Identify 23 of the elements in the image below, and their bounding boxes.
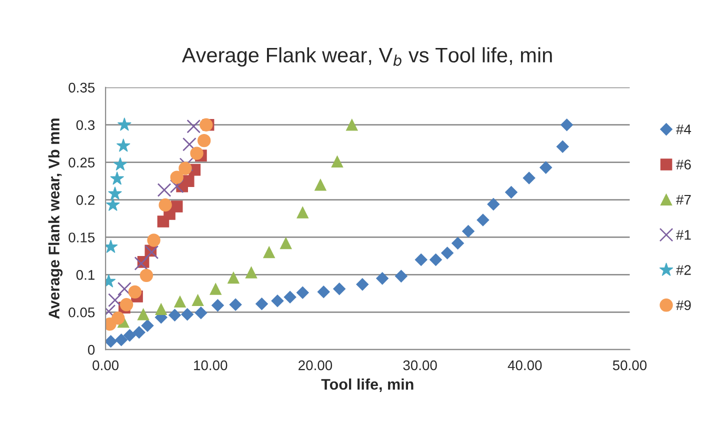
x-tick-label: 10.00 <box>194 360 228 370</box>
chart-title: Average Flank wear, V$_{b}$ vs Tool life, min <box>182 47 552 67</box>
x-axis-title: Tool life, min <box>321 378 414 392</box>
x-tick-label: 40.00 <box>508 360 542 370</box>
legend-label: #4 <box>676 124 692 134</box>
x-tick-label: 20.00 <box>298 360 332 370</box>
legend-label: #2 <box>676 265 691 275</box>
y-tick-label: 0.1 <box>76 270 94 280</box>
legend-label: #9 <box>676 300 691 310</box>
legend-label: #7 <box>676 194 691 205</box>
y-tick-label: 0.25 <box>68 158 95 168</box>
y-tick-label: 0.35 <box>68 82 95 93</box>
y-tick-label: 0.05 <box>68 307 95 318</box>
x-tick-label: 0.00 <box>92 360 119 370</box>
y-tick-label: 0.3 <box>76 120 95 130</box>
legend-label: #6 <box>676 160 691 170</box>
y-tick-label: 0.15 <box>68 232 95 242</box>
y-tick-label: 0 <box>88 344 95 355</box>
y-axis-title: Average Flank wear, Vb mm <box>48 118 63 319</box>
x-tick-label: 50.00 <box>612 360 647 370</box>
y-tick-label: 0.2 <box>76 195 94 205</box>
legend-label: #1 <box>676 230 691 240</box>
x-tick-label: 30.00 <box>403 360 437 370</box>
